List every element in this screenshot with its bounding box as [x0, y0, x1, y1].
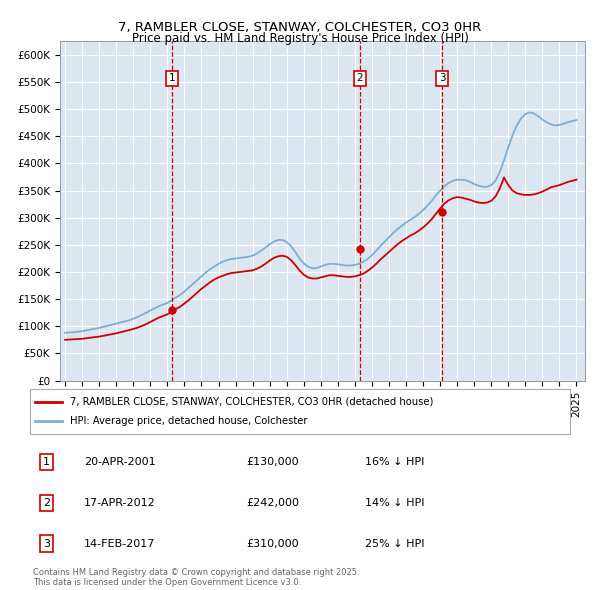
Text: 3: 3 — [43, 539, 50, 549]
Text: HPI: Average price, detached house, Colchester: HPI: Average price, detached house, Colc… — [71, 417, 308, 426]
Text: 7, RAMBLER CLOSE, STANWAY, COLCHESTER, CO3 0HR (detached house): 7, RAMBLER CLOSE, STANWAY, COLCHESTER, C… — [71, 397, 434, 407]
Text: 2: 2 — [43, 498, 50, 508]
Text: £242,000: £242,000 — [246, 498, 299, 508]
FancyBboxPatch shape — [30, 389, 570, 434]
Text: Contains HM Land Registry data © Crown copyright and database right 2025.
This d: Contains HM Land Registry data © Crown c… — [33, 568, 359, 587]
Text: 14% ↓ HPI: 14% ↓ HPI — [365, 498, 424, 508]
Text: 14-FEB-2017: 14-FEB-2017 — [84, 539, 155, 549]
Text: 17-APR-2012: 17-APR-2012 — [84, 498, 156, 508]
Text: 20-APR-2001: 20-APR-2001 — [84, 457, 155, 467]
Text: 7, RAMBLER CLOSE, STANWAY, COLCHESTER, CO3 0HR: 7, RAMBLER CLOSE, STANWAY, COLCHESTER, C… — [118, 21, 482, 34]
Text: 2: 2 — [356, 73, 363, 83]
Text: £310,000: £310,000 — [246, 539, 299, 549]
Text: 16% ↓ HPI: 16% ↓ HPI — [365, 457, 424, 467]
Text: 1: 1 — [169, 73, 176, 83]
Text: Price paid vs. HM Land Registry's House Price Index (HPI): Price paid vs. HM Land Registry's House … — [131, 32, 469, 45]
Text: 25% ↓ HPI: 25% ↓ HPI — [365, 539, 424, 549]
Text: 3: 3 — [439, 73, 445, 83]
Text: 1: 1 — [43, 457, 50, 467]
Text: £130,000: £130,000 — [246, 457, 299, 467]
